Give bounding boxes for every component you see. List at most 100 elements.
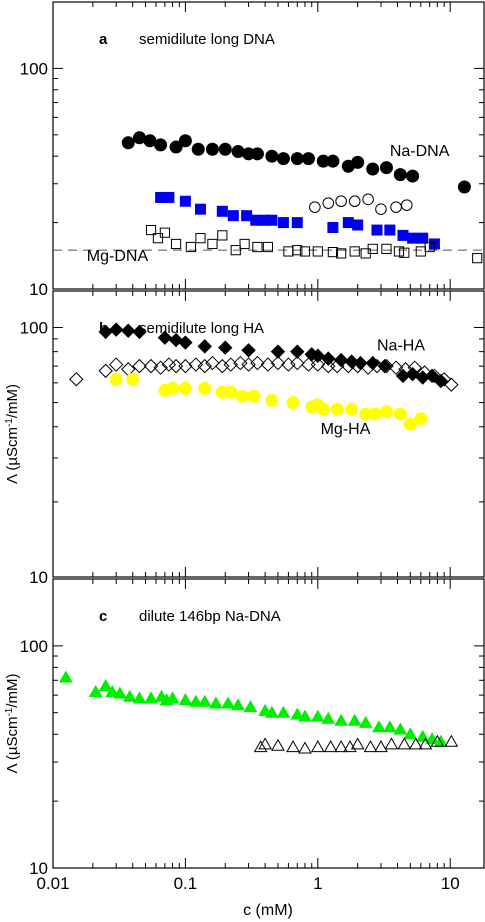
p2-s0-triangle-point-6 (132, 691, 147, 704)
p1-s1-diamond-point-2 (108, 357, 124, 372)
y-axis-label-superscript: -1 (4, 707, 15, 716)
p0-s0-circle-point-17 (326, 154, 340, 168)
p0-s3-square-point-14 (299, 246, 311, 257)
p0-s1-circle-point-5 (375, 203, 387, 216)
p0-s3-square-point-23 (399, 247, 410, 258)
p0-s2-square-point-1 (163, 191, 175, 203)
p2-s1-triangle-point-3 (286, 740, 300, 753)
p1-s0-diamond-point-2 (121, 323, 136, 338)
p0-s0-circle-point-3 (154, 138, 168, 152)
p0-s0-circle-point-19 (351, 155, 365, 169)
p1-s1-diamond-point-15 (233, 355, 248, 371)
p0-s2-square-point-14 (352, 219, 364, 231)
panel-a-letter: a (99, 31, 108, 48)
p1-s1-diamond-point-6 (153, 360, 168, 375)
p0-s3-square-point-22 (393, 246, 405, 257)
p2-s0-triangle-point-33 (425, 732, 439, 745)
p2-s1-triangle-point-10 (363, 740, 378, 753)
panel-a-annotation-0: Na-DNA (390, 143, 450, 160)
y-axis-label-main: Λ (µScm (4, 427, 21, 484)
panel-a-annotation-1: Mg-DNA (87, 248, 149, 265)
p1-s2-circle-point-21 (403, 417, 417, 431)
p0-s0-circle-point-13 (276, 152, 290, 166)
p1-s1-diamond-point-30 (379, 358, 394, 374)
p2-s1-triangle-point-7 (334, 740, 348, 753)
p2-s1-triangle-point-6 (323, 740, 338, 753)
p0-s0-circle-point-24 (457, 180, 471, 194)
p1-s1-diamond-point-10 (188, 357, 204, 372)
x-tick-label: 10 (441, 874, 460, 893)
p1-s2-circle-point-18 (368, 407, 382, 421)
panel-c-y-axis-label: Λ (µScm-1/mM) (4, 673, 22, 773)
p1-s1-diamond-point-4 (132, 358, 147, 374)
x-tick-label: 1 (313, 874, 322, 893)
p2-s1-triangle-point-16 (430, 734, 445, 747)
p0-s0-circle-point-11 (250, 147, 264, 161)
p1-s1-diamond-point-12 (205, 355, 220, 371)
p2-s0-triangle-point-1 (88, 684, 103, 697)
p0-s0-circle-point-15 (301, 152, 315, 166)
p0-s3-square-point-17 (336, 248, 347, 259)
p0-s2-square-point-11 (291, 217, 303, 229)
p1-s2-circle-point-5 (198, 381, 212, 395)
p1-s0-diamond-point-3 (132, 324, 147, 340)
p1-s1-diamond-point-35 (427, 368, 442, 384)
panel-b-title: semidilute long HA (139, 320, 264, 337)
p2-s1-triangle-point-12 (384, 737, 399, 750)
p0-s3-square-point-1 (152, 233, 164, 244)
p1-s2-circle-point-22 (414, 412, 428, 426)
panel-c-ytick-label: 100 (20, 637, 48, 656)
p1-s1-diamond-point-5 (143, 358, 159, 374)
p2-s0-triangle-point-22 (298, 709, 312, 722)
p2-s0-triangle-point-23 (310, 709, 325, 722)
x-tick-label: 0.01 (36, 874, 69, 893)
p1-s1-diamond-point-19 (270, 355, 286, 371)
p0-s2-square-point-16 (384, 224, 396, 236)
p1-s1-diamond-point-1 (98, 363, 113, 379)
p0-s0-circle-point-14 (290, 152, 304, 166)
p0-s2-square-point-18 (407, 232, 419, 244)
p1-s2-circle-point-1 (126, 372, 140, 386)
p0-s3-square-point-24 (415, 246, 426, 257)
y-axis-label-unit: /mM) (4, 384, 21, 418)
p0-s3-square-point-5 (195, 233, 206, 244)
p1-s1-diamond-point-8 (168, 358, 184, 374)
panel-a-ytick-label: 100 (20, 59, 48, 78)
p1-s1-diamond-point-9 (178, 358, 193, 374)
p0-s3-square-point-8 (230, 245, 241, 256)
p2-s0-triangle-point-19 (265, 705, 279, 718)
panel-c-letter: c (99, 608, 107, 625)
p0-s0-circle-point-8 (218, 142, 232, 156)
p0-s2-square-point-9 (266, 214, 278, 226)
panel-a-ytick-label: 10 (29, 280, 48, 299)
p0-s0-circle-point-7 (205, 142, 219, 156)
p0-s2-square-point-12 (327, 222, 339, 234)
p0-s3-square-point-16 (327, 246, 338, 258)
p1-s1-diamond-point-33 (407, 360, 422, 375)
panel-c-ytick-label: 10 (29, 859, 48, 878)
p1-s0-diamond-point-8 (218, 340, 233, 355)
p0-s3-square-point-12 (283, 246, 294, 257)
p0-s0-circle-point-20 (366, 162, 380, 176)
p2-s1-triangle-point-14 (408, 737, 423, 750)
panel-a-title: semidilute long DNA (139, 31, 275, 48)
panel-b-ytick-label: 10 (29, 568, 48, 587)
p0-s2-square-point-17 (397, 229, 409, 241)
p2-s0-triangle-point-11 (178, 693, 193, 706)
p2-s1-triangle-point-0 (253, 740, 268, 753)
p0-s0-circle-point-22 (393, 168, 407, 182)
panel-b-annotation-0: Na-HA (377, 337, 425, 354)
p2-s1-triangle-point-9 (350, 737, 365, 750)
p1-s1-diamond-point-20 (281, 357, 296, 372)
p1-s2-circle-point-14 (316, 402, 330, 416)
p1-s2-circle-point-15 (330, 402, 344, 416)
p0-s2-square-point-7 (250, 214, 262, 226)
p2-s0-triangle-point-10 (165, 691, 180, 704)
panel-b-annotation-1: Mg-HA (321, 421, 371, 438)
p2-s0-triangle-point-29 (382, 720, 397, 733)
p0-s0-circle-point-4 (169, 140, 183, 154)
p1-s0-diamond-point-6 (178, 335, 193, 350)
p2-s0-triangle-point-26 (347, 713, 362, 726)
p1-s0-diamond-point-1 (108, 322, 124, 337)
p1-s0-diamond-point-4 (157, 330, 173, 345)
